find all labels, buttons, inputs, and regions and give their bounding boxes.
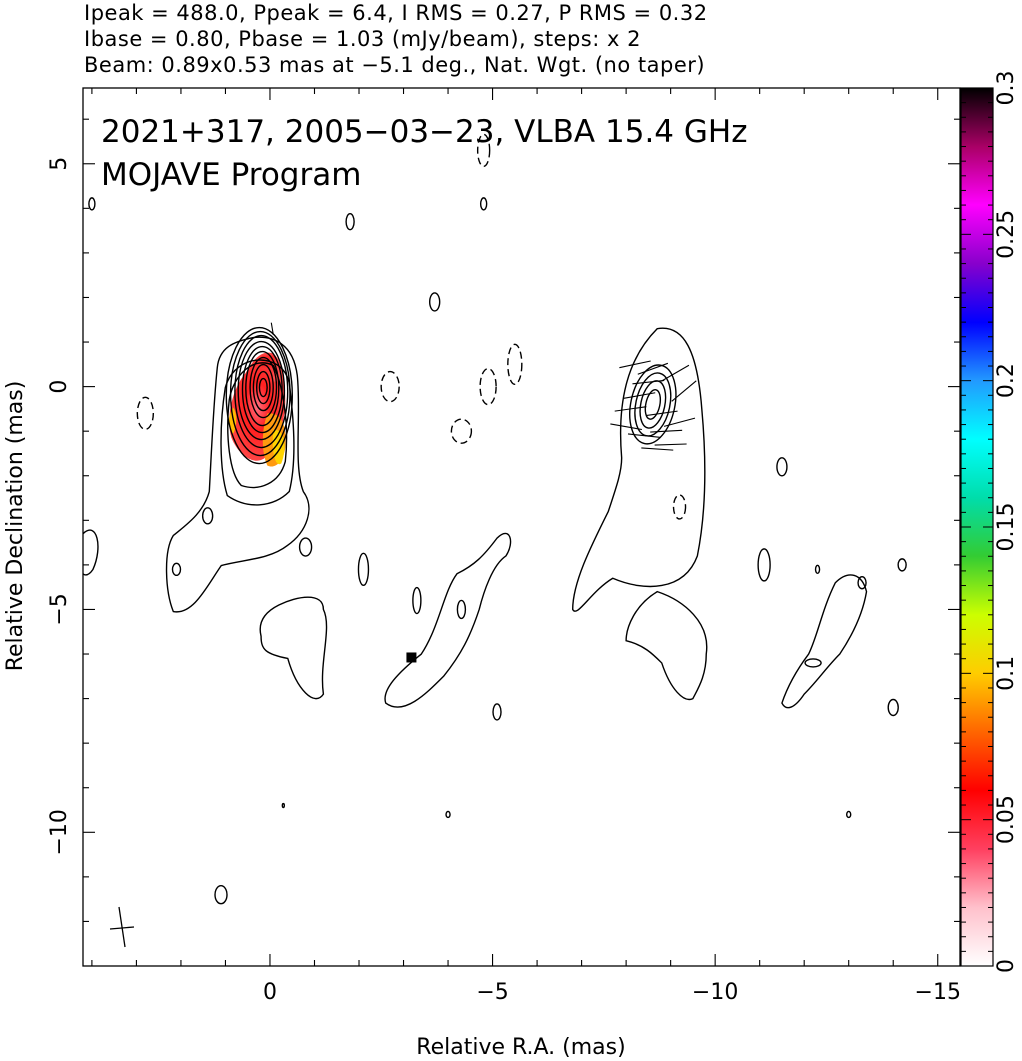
small-contour [298,537,313,557]
small-contour [281,802,286,809]
small-contour [201,507,214,525]
small-contour [479,197,488,211]
evpa-tick [270,322,274,335]
y-tick-labels: 5 0 −5 −10 [47,157,72,856]
beam-marker [109,906,135,948]
colorbar-tick-label: 0.1 [994,656,1019,691]
small-contour [897,558,907,572]
evpa-tick [663,417,696,427]
small-contour [492,703,502,721]
small-contour [445,810,451,819]
evpa-tick [671,380,697,402]
core-contour [255,370,271,405]
evpa-tick [619,360,651,369]
evpa-tick [632,379,665,385]
evpa-tick [614,406,647,412]
x-tick-label: −10 [692,980,738,1005]
pol-pixel-black [406,652,417,663]
small-contour [357,552,370,587]
jet-contour [220,359,295,506]
header-line-peaks: Ipeak = 488.0, Ppeak = 6.4, I RMS = 0.27… [84,1,708,25]
small-contour [846,810,852,819]
negative-contour [380,370,400,403]
core-contour [252,363,274,412]
evpa-tick [654,443,687,446]
small-contour [757,548,771,582]
knot-contour [644,388,662,420]
small-contour [345,213,355,231]
core-contour [225,326,293,465]
colorbar-tick-label: 0.2 [994,363,1019,398]
core-polarization-yellow [228,407,237,434]
intensity-contours [83,133,907,905]
evpa-tick [650,429,683,433]
colorbar-tick-label: 0.05 [994,795,1019,844]
evpa-tick [660,364,690,382]
evpa-vectors [270,322,697,451]
x-tick-label: 0 [263,980,277,1005]
jet-contour [625,590,708,701]
y-tick-label: 0 [47,380,72,394]
small-contour [428,292,441,312]
evpa-tick [627,433,660,438]
small-contour [857,576,867,590]
jet-contour [571,327,706,612]
core-contour [245,350,280,427]
colorbar [960,87,994,967]
x-tick-label: −15 [915,980,961,1005]
header-line-base: Ibase = 0.80, Pbase = 1.03 (mJy/beam), s… [84,27,641,51]
small-contour [887,698,899,717]
small-contour [88,197,96,211]
colorbar-tick-label: 0 [994,959,1019,973]
jet-contour [165,336,310,613]
x-tick-labels: 0 −5 −10 −15 [263,980,961,1005]
negative-contour [507,343,523,386]
negative-contour [479,367,497,406]
colorbar-tick-label: 0.25 [994,210,1019,259]
small-contour [412,586,422,615]
colorbar-tick-label: 0.15 [994,503,1019,552]
negative-contour [476,133,491,168]
small-contour [171,562,182,577]
edge-contour [83,529,99,576]
y-axis-label: Relative Declination (mas) [3,381,28,672]
axis-ticks [83,88,960,966]
evpa-tick [637,362,669,375]
negative-contour [450,418,473,444]
colorbar-tick-label: 0.3 [994,71,1019,106]
small-contour [456,599,467,620]
jet-contour [259,596,328,700]
x-tick-label: −5 [476,980,508,1005]
y-tick-label: 5 [47,157,72,171]
negative-contour [672,494,687,520]
jet-contour [227,362,288,489]
core-contour [249,356,278,419]
evpa-tick [623,392,656,399]
chart-subtitle: MOJAVE Program [101,157,361,193]
evpa-tick [641,447,674,451]
polarization-color-map [228,352,417,663]
plot-frame [82,87,961,967]
small-contour [814,564,821,575]
header-line-beam: Beam: 0.89x0.53 mas at −5.1 deg., Nat. W… [84,53,706,77]
colorbar-tick-labels: 0 0.05 0.1 0.15 0.2 0.25 0.3 [994,71,1019,974]
small-contour [804,658,822,668]
jet-contour [781,574,868,709]
y-tick-label: −5 [47,593,72,625]
jet-contour [384,532,512,708]
chart-title: 2021+317, 2005−03−23, VLBA 15.4 GHz [101,114,747,150]
core-contour [237,340,286,441]
y-tick-label: −10 [47,809,72,855]
small-contour [214,884,228,905]
core-contour [258,377,268,398]
small-contour [776,457,788,477]
evpa-tick [645,410,678,417]
x-axis-label: Relative R.A. (mas) [416,1035,625,1060]
core-contour [234,334,289,449]
evpa-tick [610,423,642,431]
negative-contour [136,396,155,431]
